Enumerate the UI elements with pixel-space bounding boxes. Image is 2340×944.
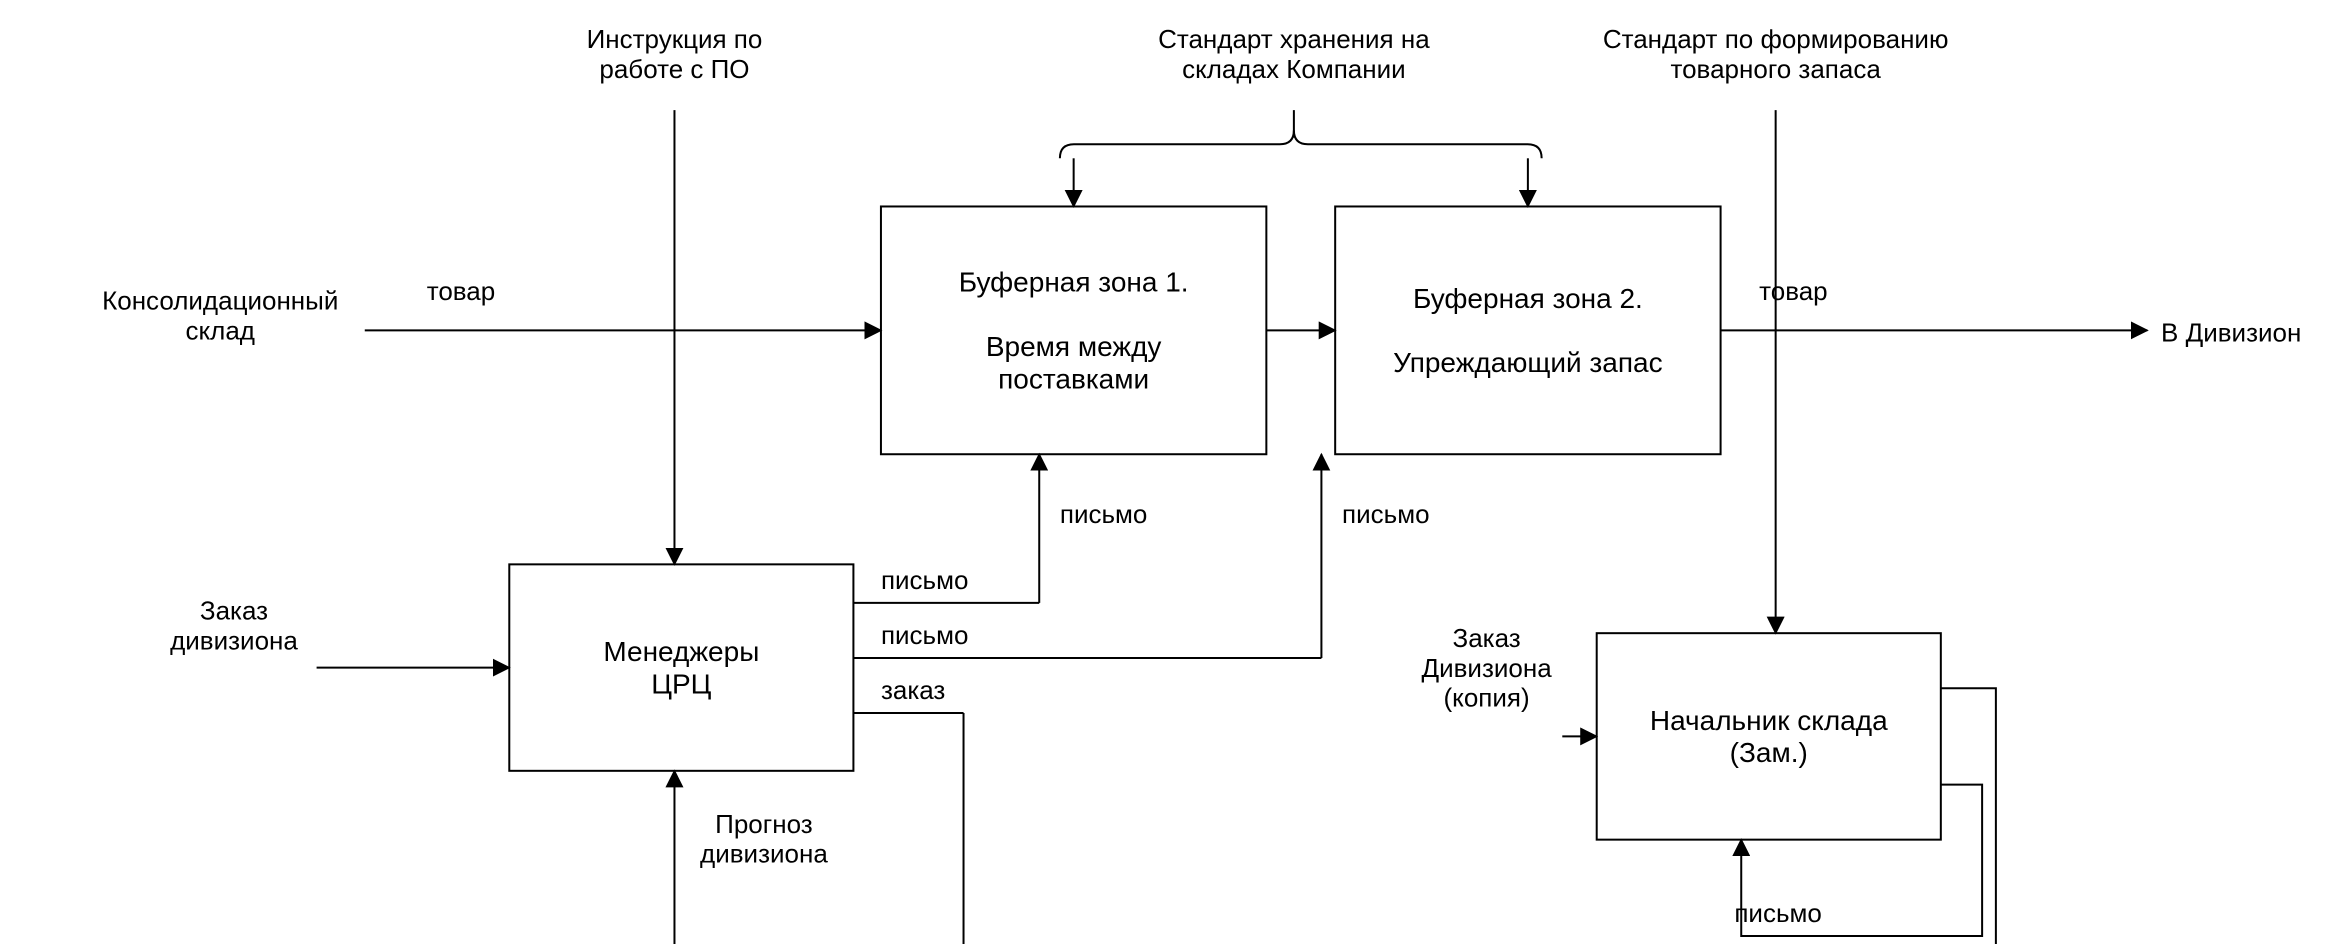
ext-label-l_forecast: дивизиона	[700, 839, 828, 869]
ext-label-l_forecast: Прогноз	[715, 809, 813, 839]
flowchart-canvas: Буферная зона 1. Время междупоставками Буф…	[0, 0, 2340, 944]
ext-label-l_to_div: В Дивизион	[2161, 317, 2301, 347]
ext-label-l_order_copy: Заказ	[1452, 623, 1520, 653]
ext-label-l_std_stock: товарного запаса	[1670, 54, 1881, 84]
edge-label: заказ	[881, 675, 945, 705]
ext-label-l_instr: работе с ПО	[599, 54, 749, 84]
edge-label: письмо	[881, 565, 968, 595]
ext-label-l_std_store: Стандарт хранения на	[1158, 24, 1430, 54]
ext-label-l_order_div: дивизиона	[170, 625, 298, 655]
edge-label: письмо	[881, 620, 968, 650]
ext-label-l_std_store: складах Компании	[1182, 54, 1406, 84]
node-label: поставками	[998, 363, 1149, 394]
edge-label: письмо	[1734, 898, 1821, 928]
node-label: Буферная зона 2.	[1413, 283, 1643, 314]
ext-label-l_std_stock: Стандарт по формированию	[1603, 24, 1949, 54]
node-label: Время между	[986, 331, 1162, 362]
node-label: (Зам.)	[1730, 737, 1808, 768]
ext-label-l_instr: Инструкция по	[587, 24, 763, 54]
node-label: Начальник склада	[1650, 705, 1888, 736]
ext-label-l_cons: Консолидационный	[102, 286, 338, 316]
ext-label-l_order_div: Заказ	[200, 595, 268, 625]
node-label: Буферная зона 1.	[959, 267, 1189, 298]
ext-label-l_order_copy: Дивизиона	[1421, 653, 1552, 683]
ext-label-l_cons: склад	[186, 316, 255, 346]
node-label: Менеджеры	[603, 636, 759, 667]
edge-label: письмо	[1060, 499, 1147, 529]
node-buf2	[1335, 206, 1720, 454]
brace-std-store	[1060, 130, 1542, 158]
edge-label: товар	[427, 276, 496, 306]
edge-label: товар	[1759, 276, 1828, 306]
node-label: ЦРЦ	[651, 668, 711, 699]
ext-label-l_order_copy: (копия)	[1444, 683, 1530, 713]
node-label: Упреждающий запас	[1393, 347, 1662, 378]
edge-label: письмо	[1342, 499, 1429, 529]
